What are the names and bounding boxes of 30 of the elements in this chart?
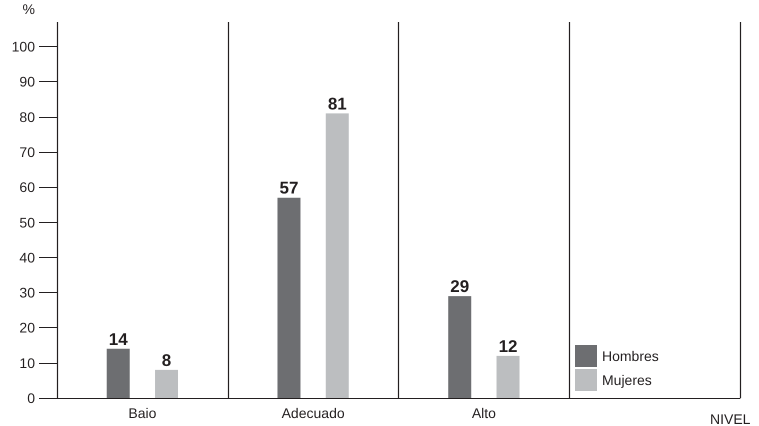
x-tick-label: Baio: [128, 405, 157, 421]
x-tick-label: Adecuado: [282, 405, 345, 421]
bar: [448, 296, 472, 398]
bar: [277, 198, 300, 398]
y-tick-label: 50: [19, 214, 36, 230]
data-label: 14: [108, 330, 128, 349]
y-tick-label: 40: [19, 249, 36, 266]
y-tick-label: 10: [19, 354, 36, 371]
data-label: 12: [498, 336, 518, 356]
data-label: 8: [162, 350, 172, 370]
legend-label: Hombres: [602, 348, 659, 364]
bar: [496, 356, 520, 398]
data-label: 29: [450, 277, 470, 296]
x-axis-title: NIVEL: [710, 411, 751, 426]
bar: [326, 113, 349, 398]
legend-label: Mujeres: [602, 372, 652, 388]
y-tick-label: 60: [19, 179, 36, 196]
x-tick-label: Alto: [472, 405, 496, 421]
y-axis-title: %: [22, 1, 35, 17]
y-tick-label: 30: [19, 284, 36, 301]
y-tick-label: 70: [19, 144, 36, 160]
y-tick-label: 20: [19, 320, 36, 336]
data-label: 81: [328, 94, 347, 114]
data-label: 57: [280, 178, 298, 198]
y-tick-label: 100: [12, 38, 36, 55]
y-tick-label: 0: [27, 390, 36, 406]
bar: [106, 348, 130, 398]
y-tick-label: 90: [19, 74, 36, 90]
y-tick-label: 80: [19, 108, 36, 125]
bar: [155, 370, 178, 398]
